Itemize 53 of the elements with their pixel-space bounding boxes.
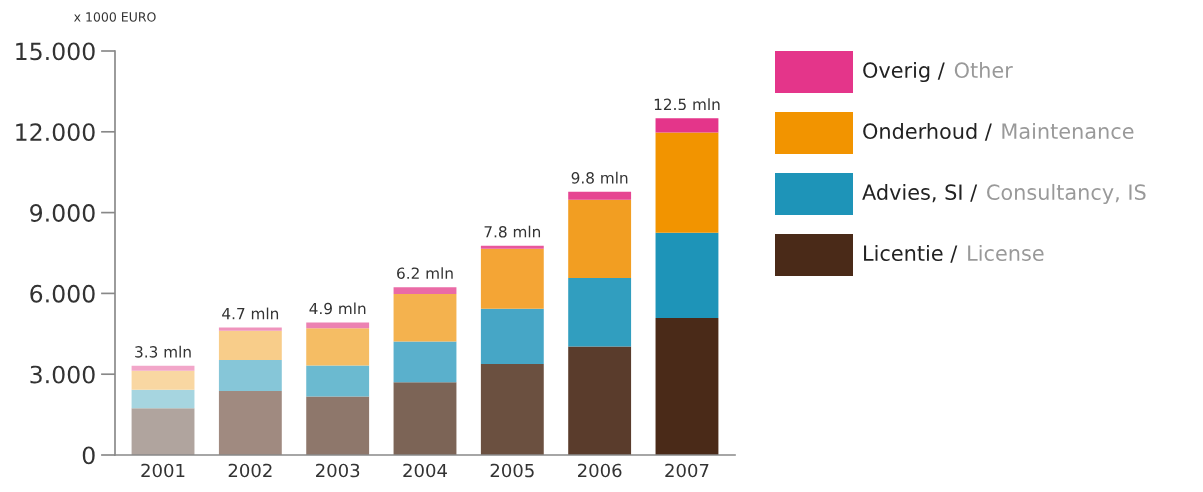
y-tick-label: 6.000: [30, 284, 95, 303]
bar: [480, 245, 544, 249]
bar: [393, 293, 457, 342]
bar: [218, 390, 282, 455]
y-tick-label: 15.000: [16, 42, 95, 61]
bar: [306, 365, 370, 397]
bar: [306, 328, 370, 366]
bar: [131, 365, 195, 371]
bar: [218, 327, 282, 331]
total-label: 12.5 mln: [654, 98, 720, 111]
total-label: 4.9 mln: [309, 302, 366, 315]
bar: [568, 199, 632, 279]
y-axis-title: x 1000 EURO: [74, 12, 156, 22]
bar: [306, 396, 370, 455]
bar: [480, 308, 544, 364]
bar: [568, 191, 632, 200]
y-tick-label: 12.000: [16, 123, 95, 142]
total-label: 9.8 mln: [571, 171, 628, 184]
bar: [131, 389, 195, 409]
y-tick-label: 9.000: [30, 204, 95, 222]
bar: [131, 408, 195, 455]
bar: [218, 330, 282, 360]
total-label: 7.8 mln: [484, 225, 541, 238]
bar: [393, 287, 457, 294]
bar: [480, 248, 544, 309]
bar: [655, 232, 719, 318]
bar: [131, 370, 195, 390]
bar: [655, 317, 719, 455]
bar: [393, 382, 457, 455]
x-tick-label: 2007: [665, 463, 709, 478]
total-label: 4.7 mln: [222, 307, 279, 320]
legend-label: Overig / Other: [863, 61, 1013, 83]
x-tick-label: 2006: [578, 463, 622, 478]
x-tick-label: 2003: [316, 463, 360, 478]
bar: [568, 346, 632, 455]
bar: [480, 363, 544, 455]
x-tick-label: 2005: [490, 463, 534, 478]
x-tick-label: 2004: [403, 463, 447, 478]
y-tick-label: 3.000: [30, 365, 95, 384]
bar: [655, 118, 719, 133]
legend-label: Advies, SI / Consultancy, IS: [862, 183, 1146, 205]
legend-label: Licentie / License: [864, 244, 1044, 263]
legend-label: Onderhoud / Maintenance: [863, 122, 1134, 141]
x-tick-label: 2002: [228, 463, 272, 478]
bar: [306, 322, 370, 329]
bar: [655, 132, 719, 233]
bar: [568, 278, 632, 347]
total-label: 6.2 mln: [397, 267, 453, 279]
total-label: 3.3 mln: [135, 345, 191, 358]
bar: [393, 341, 457, 383]
y-tick-label: 0: [82, 446, 95, 465]
x-tick-label: 2001: [141, 463, 185, 478]
bar: [218, 359, 282, 391]
